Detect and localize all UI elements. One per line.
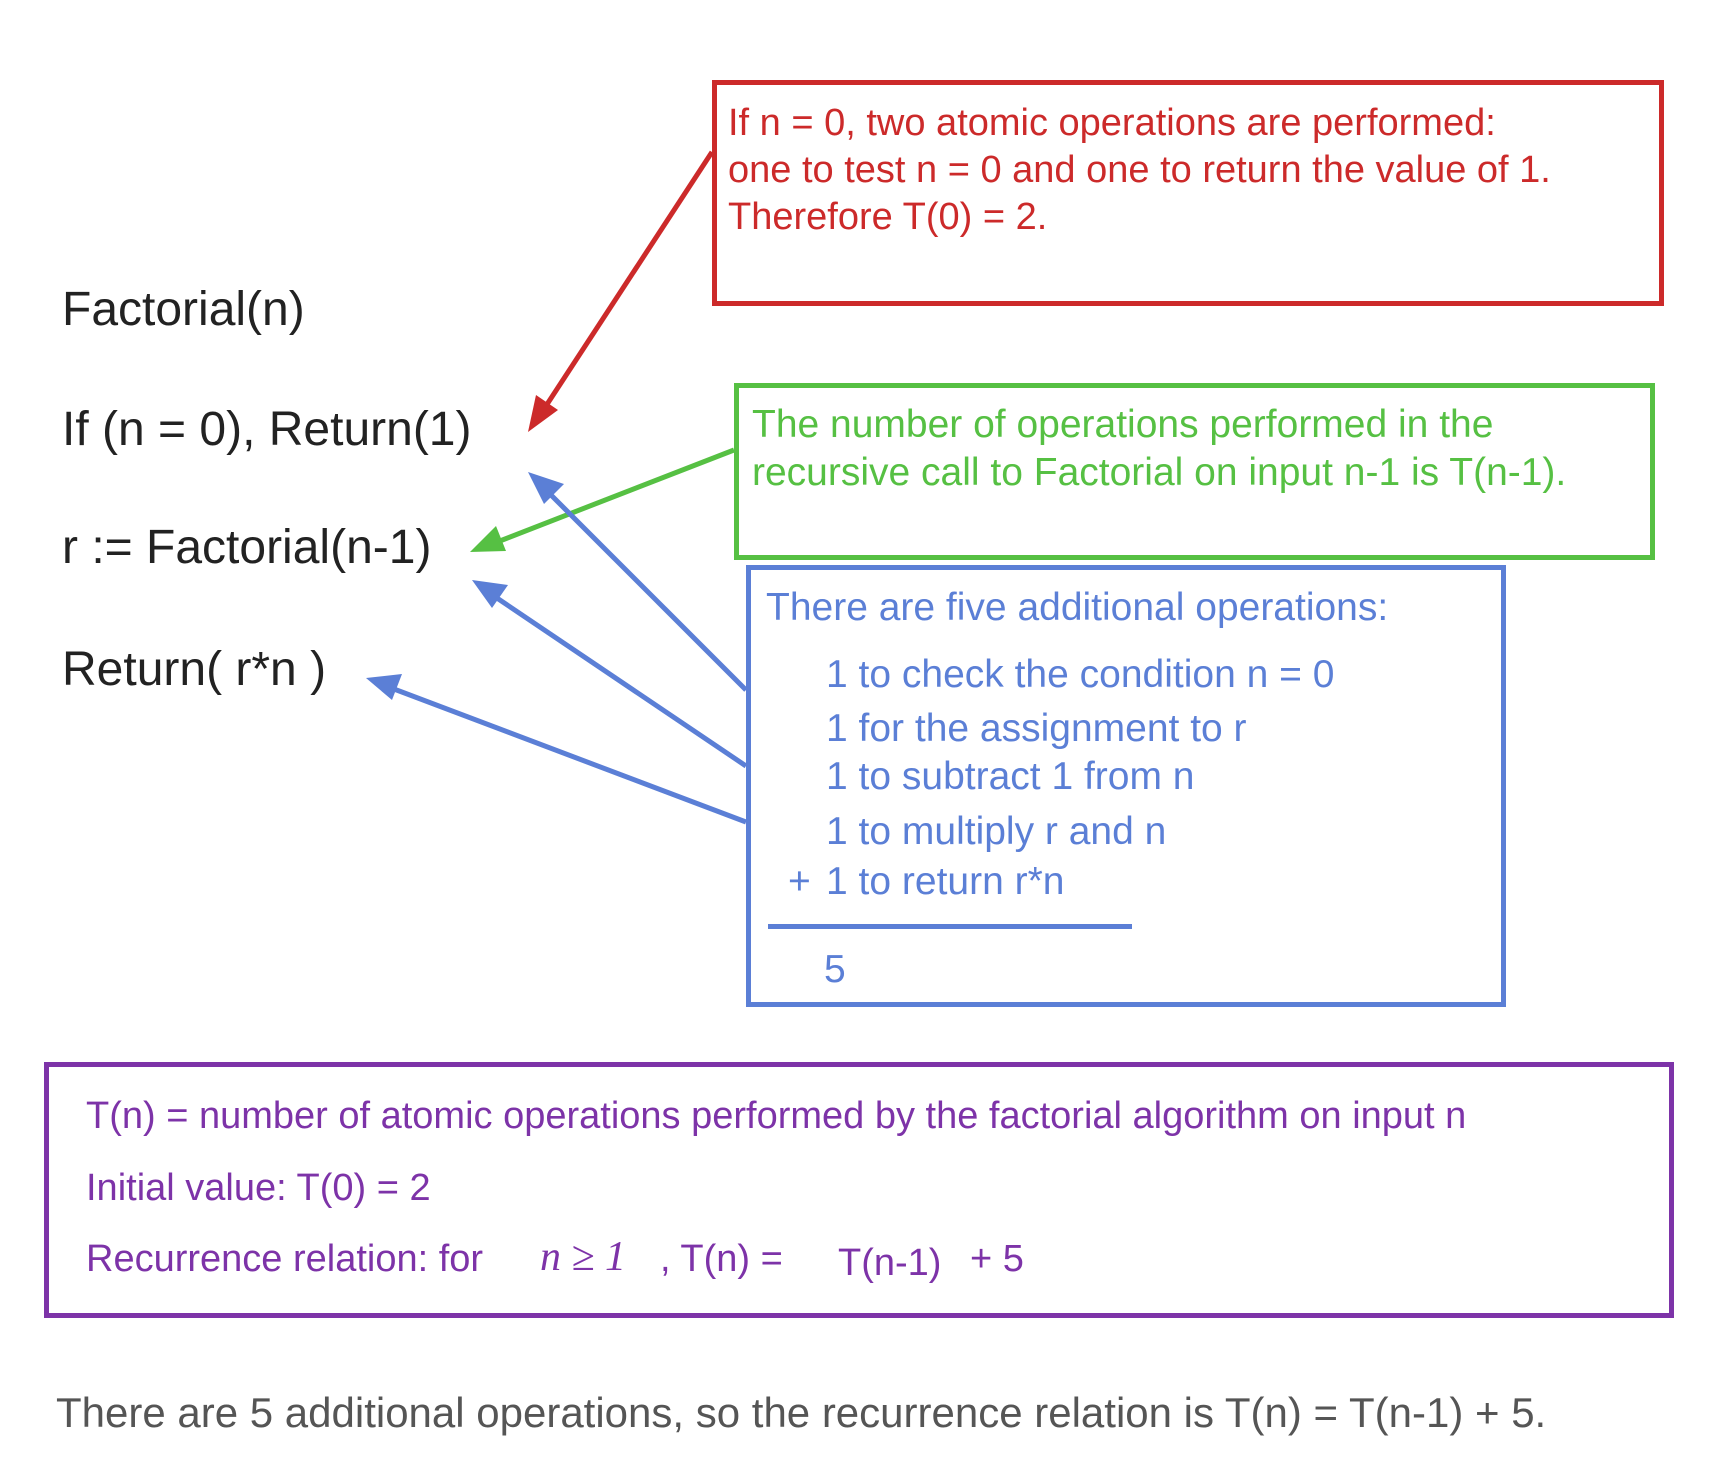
summary-definition: T(n) = number of atomic operations perfo… bbox=[86, 1095, 1467, 1137]
green-arrow bbox=[470, 447, 735, 552]
green-note-box bbox=[734, 383, 1655, 560]
red-note-line-3: Therefore T(0) = 2. bbox=[728, 196, 1048, 238]
code-line-return: Return( r*n ) bbox=[62, 643, 327, 696]
footer-caption: There are 5 additional operations, so th… bbox=[56, 1389, 1547, 1436]
summary-recurrence-term-1: T(n-1) bbox=[838, 1242, 942, 1284]
blue-arrow-to-recursive-call bbox=[472, 580, 748, 769]
summary-recurrence-mid: , T(n) = bbox=[660, 1238, 783, 1280]
blue-note-item-3: 1 to subtract 1 from n bbox=[826, 755, 1195, 798]
red-note-box bbox=[712, 80, 1664, 306]
summary-recurrence-condition: n ≥ 1 bbox=[540, 1234, 627, 1280]
blue-note-item-1: 1 to check the condition n = 0 bbox=[826, 653, 1335, 696]
green-note-line-2: recursive call to Factorial on input n-1… bbox=[752, 451, 1567, 494]
blue-note-total: 5 bbox=[824, 948, 846, 991]
green-note-line-1: The number of operations performed in th… bbox=[752, 403, 1494, 446]
code-line-base-case: If (n = 0), Return(1) bbox=[62, 403, 472, 456]
summary-recurrence-term-2: + 5 bbox=[970, 1238, 1024, 1280]
blue-note-item-4: 1 to multiply r and n bbox=[826, 810, 1167, 853]
blue-note-heading: There are five additional operations: bbox=[766, 586, 1389, 629]
blue-arrow-to-base-case bbox=[528, 472, 748, 692]
sum-line bbox=[768, 924, 1132, 929]
summary-recurrence-prefix: Recurrence relation: for bbox=[86, 1238, 484, 1280]
blue-note-item-2: 1 for the assignment to r bbox=[826, 707, 1247, 750]
blue-note-plus-sign: + bbox=[788, 860, 811, 903]
code-line-recursive-call: r := Factorial(n-1) bbox=[62, 521, 432, 574]
red-note-line-1: If n = 0, two atomic operations are perf… bbox=[728, 102, 1496, 144]
summary-box bbox=[44, 1062, 1674, 1318]
summary-initial-value: Initial value: T(0) = 2 bbox=[86, 1167, 431, 1209]
blue-note-item-5: 1 to return r*n bbox=[826, 860, 1065, 903]
red-note-line-2: one to test n = 0 and one to return the … bbox=[728, 149, 1551, 191]
blue-note-box bbox=[746, 565, 1506, 1007]
blue-arrow-to-return bbox=[366, 674, 747, 825]
red-arrow bbox=[528, 150, 715, 432]
code-line-function-header: Factorial(n) bbox=[62, 283, 305, 336]
